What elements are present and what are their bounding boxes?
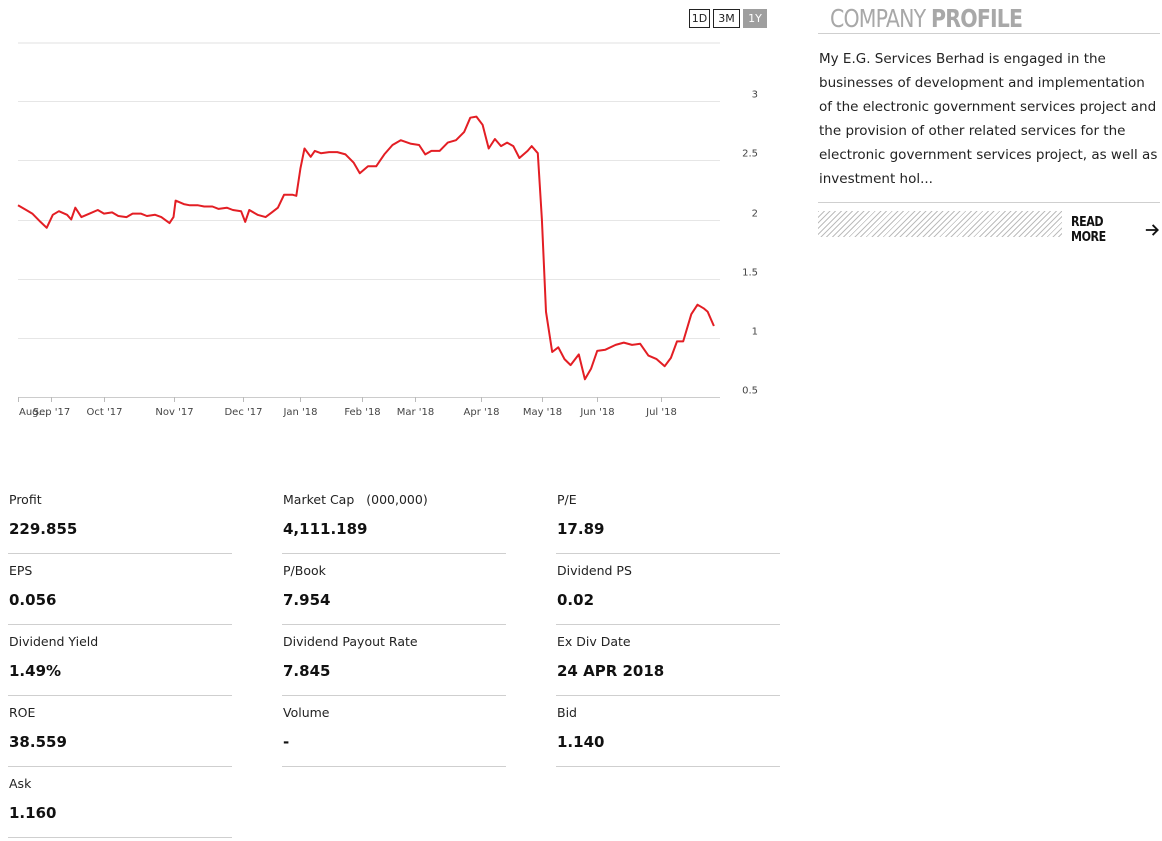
stat-volume: Volume - <box>282 696 506 767</box>
y-tick-label: 0.5 <box>742 386 758 397</box>
stat-unit: (000,000) <box>366 492 428 507</box>
stat-label: Bid <box>557 705 577 720</box>
x-tick-label: Feb '18 <box>344 407 380 418</box>
stat-label-text: Market Cap <box>283 492 355 507</box>
x-tick-label: May '18 <box>523 407 562 418</box>
profile-title-bold: PROFILE <box>931 4 1023 33</box>
y-axis: 0.5 1 1.5 2 2.5 3 <box>742 90 758 397</box>
stat-value: 1.160 <box>9 804 57 822</box>
y-tick-label: 1.5 <box>742 268 758 279</box>
profile-divider-bottom <box>818 202 1160 203</box>
stat-dividend-payout-rate: Dividend Payout Rate 7.845 <box>282 625 506 696</box>
stat-pe: P/E 17.89 <box>556 483 780 554</box>
stat-ex-div-date: Ex Div Date 24 APR 2018 <box>556 625 780 696</box>
stat-label: Ex Div Date <box>557 634 631 649</box>
x-tick-label: Oct '17 <box>87 407 123 418</box>
hatch-pattern <box>818 211 1062 237</box>
stat-dividend-ps: Dividend PS 0.02 <box>556 554 780 625</box>
stat-value: 38.559 <box>9 733 67 751</box>
x-tick-label: Jul '18 <box>645 407 677 418</box>
x-tick-label: Aug... <box>19 407 48 418</box>
stat-label: Dividend Payout Rate <box>283 634 418 649</box>
read-more-link[interactable]: READ MORE <box>1071 215 1160 245</box>
stat-label: Dividend PS <box>557 563 632 578</box>
stat-value: 7.954 <box>283 591 331 609</box>
stat-label: Ask <box>9 776 32 791</box>
stat-roe: ROE 38.559 <box>8 696 232 767</box>
stat-profit: Profit 229.855 <box>8 483 232 554</box>
chart-series <box>17 115 715 381</box>
stat-label: Profit <box>9 492 42 507</box>
arrow-right-icon <box>1145 224 1159 236</box>
y-tick-label: 2 <box>752 209 758 220</box>
stat-label: ROE <box>9 705 36 720</box>
x-tick-label: Mar '18 <box>397 407 435 418</box>
stat-value: - <box>283 733 290 751</box>
stat-value: 229.855 <box>9 520 78 538</box>
range-3m-button[interactable]: 3M <box>713 9 740 28</box>
stat-value: 17.89 <box>557 520 605 538</box>
x-tick-label: Sep '17 <box>33 407 71 418</box>
stat-label: Market Cap (000,000) <box>283 492 428 507</box>
stat-value: 0.056 <box>9 591 57 609</box>
stat-value: 4,111.189 <box>283 520 368 538</box>
range-1y-button[interactable]: 1Y <box>743 9 767 28</box>
stat-value: 24 APR 2018 <box>557 662 665 680</box>
stat-bid: Bid 1.140 <box>556 696 780 767</box>
stat-value: 1.49% <box>9 662 62 680</box>
y-tick-label: 1 <box>752 327 758 338</box>
stat-ask: Ask 1.160 <box>8 767 232 838</box>
x-axis: Aug...Sep '17 Oct '17 Nov '17 Dec '17 Jan '1… <box>18 397 720 418</box>
stat-value: 0.02 <box>557 591 595 609</box>
stat-p-book: P/Book 7.954 <box>282 554 506 625</box>
y-tick-label: 2.5 <box>742 149 758 160</box>
x-tick-label: Jan '18 <box>282 407 317 418</box>
x-tick-label: Dec '17 <box>224 407 262 418</box>
stat-label: Dividend Yield <box>9 634 99 649</box>
price-series-line <box>17 115 715 381</box>
stat-label: P/Book <box>283 563 326 578</box>
stat-label: P/E <box>557 492 577 507</box>
profile-divider <box>818 33 1160 34</box>
range-buttons: 1D 3M 1Y <box>689 9 767 28</box>
read-more-label: READ MORE <box>1071 215 1106 245</box>
stat-eps: EPS 0.056 <box>8 554 232 625</box>
y-tick-label: 3 <box>752 90 758 101</box>
range-1d-button[interactable]: 1D <box>689 9 710 28</box>
x-tick-label: Jun '18 <box>579 407 614 418</box>
x-tick-label: Apr '18 <box>464 407 500 418</box>
x-tick-label: Nov '17 <box>155 407 193 418</box>
stat-label: Volume <box>283 705 330 720</box>
stat-value: 7.845 <box>283 662 331 680</box>
profile-title: COMPANY PROFILE <box>830 4 1023 33</box>
profile-description: My E.G. Services Berhad is engaged in th… <box>819 51 1158 187</box>
stat-market-cap: Market Cap (000,000) 4,111.189 <box>282 483 506 554</box>
stat-value: 1.140 <box>557 733 605 751</box>
stat-label: EPS <box>9 563 33 578</box>
profile-title-light: COMPANY <box>830 4 926 33</box>
price-chart[interactable]: 0.5 1 1.5 2 2.5 3 Aug...Sep '17 Oct '17 Nov '17… <box>0 30 780 430</box>
stat-dividend-yield: Dividend Yield 1.49% <box>8 625 232 696</box>
